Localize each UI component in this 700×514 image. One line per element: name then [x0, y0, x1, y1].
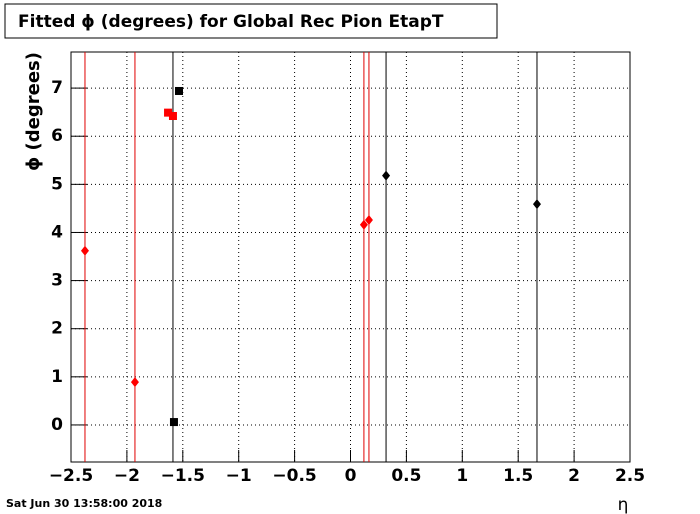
x-tick-label: −2.5 — [49, 466, 93, 486]
chart-title: Fitted ϕ (degrees) for Global Rec Pion E… — [18, 12, 444, 32]
diamond-marker — [359, 219, 368, 230]
plot-frame — [70, 51, 631, 463]
x-tick-label: 1.5 — [503, 466, 533, 486]
y-tick-label: 6 — [51, 126, 63, 146]
y-tick-label: 5 — [51, 174, 63, 194]
square-marker — [168, 112, 177, 121]
x-tick-label: 2 — [568, 466, 580, 486]
y-tick-label: 4 — [51, 222, 63, 242]
diamond-marker — [130, 377, 139, 388]
diamond-marker — [382, 170, 391, 181]
x-tick-label: −1.5 — [161, 466, 205, 486]
square-marker — [164, 108, 173, 117]
y-tick-label: 7 — [51, 78, 63, 98]
diamond-marker — [532, 199, 541, 210]
title-box — [4, 3, 498, 39]
x-tick-label: −0.5 — [272, 466, 316, 486]
x-tick-label: 1 — [456, 466, 468, 486]
y-axis-label: ϕ (degrees) — [23, 52, 44, 171]
y-tick-label: 3 — [51, 271, 63, 291]
diamond-marker — [80, 245, 89, 256]
y-tick-label: 1 — [51, 367, 63, 387]
square-marker — [174, 86, 183, 95]
x-tick-label: 2.5 — [615, 466, 645, 486]
y-tick-label: 2 — [51, 319, 63, 339]
diamond-marker — [364, 214, 373, 225]
y-tick-label: 0 — [51, 415, 63, 435]
x-tick-label: 0.5 — [391, 466, 421, 486]
x-tick-label: −1 — [226, 466, 252, 486]
x-tick-label: −2 — [114, 466, 140, 486]
x-axis-label: η — [618, 495, 629, 514]
x-tick-label: 0 — [345, 466, 357, 486]
square-marker — [169, 418, 178, 427]
timestamp: Sat Jun 30 13:58:00 2018 — [6, 497, 162, 510]
